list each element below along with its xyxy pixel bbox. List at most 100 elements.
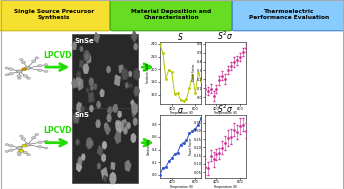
Polygon shape — [86, 88, 89, 93]
Polygon shape — [80, 46, 83, 51]
Circle shape — [44, 147, 48, 149]
Y-axis label: Conductivity: Conductivity — [147, 138, 151, 155]
Circle shape — [22, 144, 27, 147]
Polygon shape — [76, 78, 80, 85]
Circle shape — [5, 150, 9, 152]
Polygon shape — [107, 67, 110, 73]
Circle shape — [44, 70, 48, 72]
Polygon shape — [87, 56, 91, 63]
Circle shape — [22, 68, 27, 70]
Polygon shape — [111, 163, 115, 169]
Polygon shape — [126, 83, 128, 88]
Circle shape — [17, 151, 22, 154]
Circle shape — [21, 138, 26, 140]
Polygon shape — [134, 44, 137, 50]
Polygon shape — [113, 105, 118, 112]
Polygon shape — [86, 53, 90, 63]
Polygon shape — [121, 68, 128, 80]
Circle shape — [37, 69, 42, 72]
Polygon shape — [89, 78, 94, 86]
Text: Thermoelectric
Performance Evaluation: Thermoelectric Performance Evaluation — [249, 9, 329, 20]
Polygon shape — [73, 112, 79, 123]
Polygon shape — [90, 105, 93, 112]
Circle shape — [5, 144, 9, 146]
X-axis label: Temperature (K): Temperature (K) — [213, 185, 237, 189]
Polygon shape — [100, 89, 104, 97]
FancyBboxPatch shape — [72, 34, 138, 110]
Circle shape — [17, 75, 22, 77]
Polygon shape — [107, 115, 111, 122]
Polygon shape — [111, 107, 114, 111]
Polygon shape — [101, 168, 107, 179]
Polygon shape — [77, 71, 80, 78]
Circle shape — [44, 64, 48, 66]
Circle shape — [17, 70, 22, 73]
Polygon shape — [90, 141, 93, 146]
Text: Material Deposition and
Characterisation: Material Deposition and Characterisation — [131, 9, 211, 20]
Circle shape — [18, 154, 21, 156]
Polygon shape — [133, 118, 137, 125]
Circle shape — [37, 146, 42, 148]
X-axis label: Temperature (K): Temperature (K) — [169, 112, 193, 115]
Circle shape — [37, 141, 42, 144]
Polygon shape — [79, 60, 83, 67]
Y-axis label: Power Factor: Power Factor — [192, 64, 196, 81]
Circle shape — [23, 75, 28, 77]
Polygon shape — [89, 93, 94, 102]
Circle shape — [9, 68, 13, 70]
Polygon shape — [76, 139, 79, 145]
Circle shape — [9, 144, 13, 147]
Polygon shape — [132, 112, 135, 116]
Polygon shape — [116, 121, 122, 133]
Polygon shape — [105, 123, 108, 129]
Polygon shape — [115, 132, 120, 143]
Circle shape — [20, 135, 23, 137]
Circle shape — [21, 61, 26, 64]
Circle shape — [35, 57, 39, 59]
FancyBboxPatch shape — [0, 0, 110, 31]
Circle shape — [27, 77, 30, 79]
FancyBboxPatch shape — [72, 108, 138, 183]
Polygon shape — [103, 142, 106, 149]
Polygon shape — [131, 133, 136, 143]
X-axis label: Temperature (K): Temperature (K) — [169, 185, 193, 189]
Polygon shape — [77, 102, 82, 112]
FancyBboxPatch shape — [232, 0, 344, 31]
Polygon shape — [121, 120, 127, 131]
Polygon shape — [91, 86, 93, 91]
Polygon shape — [127, 123, 130, 129]
Circle shape — [9, 149, 13, 152]
Polygon shape — [124, 123, 128, 131]
Polygon shape — [130, 83, 132, 88]
Circle shape — [44, 140, 48, 142]
Polygon shape — [84, 51, 89, 61]
Circle shape — [31, 136, 36, 139]
Polygon shape — [83, 64, 89, 73]
Circle shape — [5, 67, 9, 69]
Text: LPCVD: LPCVD — [43, 50, 72, 60]
Circle shape — [27, 154, 30, 156]
Polygon shape — [134, 68, 139, 80]
Polygon shape — [104, 176, 107, 182]
Polygon shape — [107, 106, 112, 115]
Polygon shape — [96, 120, 100, 127]
Circle shape — [23, 151, 28, 154]
Y-axis label: Power Factor: Power Factor — [189, 138, 193, 155]
Polygon shape — [116, 120, 119, 128]
Title: $S^2\sigma$: $S^2\sigma$ — [217, 29, 234, 42]
Polygon shape — [129, 71, 132, 76]
Circle shape — [25, 143, 30, 146]
FancyBboxPatch shape — [110, 0, 232, 31]
Polygon shape — [110, 172, 116, 184]
Circle shape — [25, 67, 30, 70]
Polygon shape — [94, 84, 97, 89]
Polygon shape — [72, 79, 77, 88]
Polygon shape — [134, 87, 139, 96]
Polygon shape — [77, 78, 83, 90]
Circle shape — [5, 74, 9, 76]
Circle shape — [31, 60, 36, 63]
Polygon shape — [119, 65, 123, 72]
Polygon shape — [115, 75, 120, 86]
Polygon shape — [131, 100, 134, 106]
Text: Single Source Precursor
Synthesis: Single Source Precursor Synthesis — [14, 9, 94, 20]
